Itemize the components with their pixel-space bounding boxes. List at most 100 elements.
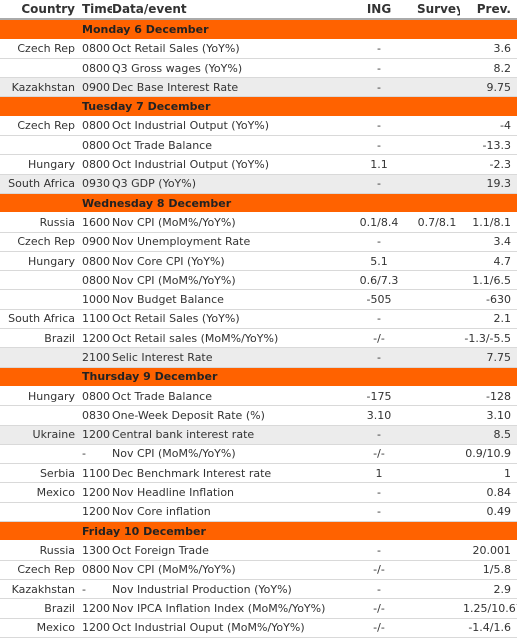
cell xyxy=(0,444,78,465)
cell: -/- xyxy=(344,598,414,619)
day-spacer xyxy=(0,521,78,542)
cell xyxy=(414,618,460,638)
data-row: Ukraine 1200 Central bank interest rate - 8.… xyxy=(0,425,517,445)
cell: 1100 xyxy=(78,463,112,484)
cell xyxy=(414,386,460,407)
cell xyxy=(414,444,460,465)
column-header: Survey xyxy=(414,0,460,21)
cell: 4.7 xyxy=(460,251,517,272)
cell: Kazakhstan xyxy=(0,579,78,600)
data-row: Kazakhstan 0900 Dec Base Interest Rate - 9.7… xyxy=(0,77,517,98)
cell: Oct Retail Sales (YoY%) xyxy=(112,309,344,330)
cell: Oct Retail Sales (YoY%) xyxy=(112,39,344,59)
cell: Oct Trade Balance xyxy=(112,135,344,156)
cell: - xyxy=(344,58,414,79)
cell: 0900 xyxy=(78,77,112,98)
cell: Oct Trade Balance xyxy=(112,386,344,407)
cell: Czech Rep xyxy=(0,39,78,59)
cell: 1200 xyxy=(78,618,112,638)
cell: - xyxy=(344,579,414,600)
cell: 1200 xyxy=(78,425,112,445)
cell: - xyxy=(78,444,112,465)
cell: 1 xyxy=(344,463,414,484)
cell: 0.7/8.1 xyxy=(414,212,460,233)
cell: 0800 xyxy=(78,251,112,272)
cell: 3.6 xyxy=(460,39,517,59)
cell xyxy=(414,347,460,368)
cell: 1200 xyxy=(78,502,112,523)
cell: - xyxy=(344,135,414,156)
day-spacer xyxy=(0,193,78,214)
data-row: 1200 Nov Core inflation - 0.49 xyxy=(0,502,517,523)
day-row: Friday 10 December xyxy=(0,521,517,542)
cell xyxy=(414,309,460,330)
cell: - xyxy=(78,579,112,600)
data-row: Hungary 0800 Oct Industrial Output (YoY%) 1… xyxy=(0,154,517,175)
cell: Nov Industrial Production (YoY%) xyxy=(112,579,344,600)
table-body: Monday 6 December Czech Rep 0800 Oct Retail… xyxy=(0,19,517,638)
cell: Nov CPI (MoM%/YoY%) xyxy=(112,444,344,465)
cell: - xyxy=(344,77,414,98)
cell: Nov CPI (MoM%/YoY%) xyxy=(112,270,344,291)
cell: 3.4 xyxy=(460,232,517,252)
cell: 0800 xyxy=(78,154,112,175)
cell: Oct Industrial Ouput (MoM%/YoY%) xyxy=(112,618,344,638)
cell xyxy=(414,270,460,291)
cell: - xyxy=(344,116,414,137)
cell: 0.6/7.3 xyxy=(344,270,414,291)
cell: Kazakhstan xyxy=(0,77,78,98)
cell xyxy=(414,560,460,580)
cell: Mexico xyxy=(0,482,78,503)
cell: Czech Rep xyxy=(0,232,78,252)
cell: 0.84 xyxy=(460,482,517,503)
cell xyxy=(414,174,460,194)
data-row: 2100 Selic Interest Rate - 7.75 xyxy=(0,347,517,368)
cell: 20.001 xyxy=(460,540,517,561)
day-row: Monday 6 December xyxy=(0,19,517,40)
cell: 19.3 xyxy=(460,174,517,194)
cell: -1.4/1.6 xyxy=(460,618,517,638)
cell: 1.1 xyxy=(344,154,414,175)
header-row: Country Time Data/event ING Survey Prev. xyxy=(0,0,517,21)
day-spacer xyxy=(0,19,78,40)
cell xyxy=(414,425,460,445)
cell: 1200 xyxy=(78,328,112,349)
cell: -13.3 xyxy=(460,135,517,156)
cell: 0930 xyxy=(78,174,112,194)
cell: Brazil xyxy=(0,328,78,349)
cell: Czech Rep xyxy=(0,560,78,580)
data-row: South Africa 0930 Q3 GDP (YoY%) - 19.3 xyxy=(0,174,517,194)
cell: -/- xyxy=(344,560,414,580)
cell: 0800 xyxy=(78,270,112,291)
cell: - xyxy=(344,232,414,252)
cell: -630 xyxy=(460,289,517,310)
cell xyxy=(0,502,78,523)
cell xyxy=(414,502,460,523)
cell: -505 xyxy=(344,289,414,310)
cell: Serbia xyxy=(0,463,78,484)
cell xyxy=(0,58,78,79)
cell: 1.25/10.67 xyxy=(460,598,517,619)
data-row: Mexico 1200 Oct Industrial Ouput (MoM%/YoY… xyxy=(0,618,517,638)
cell: - xyxy=(344,425,414,445)
cell: -/- xyxy=(344,618,414,638)
cell: 0800 xyxy=(78,135,112,156)
cell: 0830 xyxy=(78,405,112,426)
cell: -128 xyxy=(460,386,517,407)
data-row: 0800 Oct Trade Balance - -13.3 xyxy=(0,135,517,156)
cell: - xyxy=(344,174,414,194)
cell: 1200 xyxy=(78,598,112,619)
cell: - xyxy=(344,540,414,561)
cell: Nov Headline Inflation xyxy=(112,482,344,503)
cell xyxy=(414,232,460,252)
cell: - xyxy=(344,482,414,503)
cell: 1600 xyxy=(78,212,112,233)
cell: Mexico xyxy=(0,618,78,638)
cell: Czech Rep xyxy=(0,116,78,137)
data-row: Brazil 1200 Oct Retail sales (MoM%/YoY%) -/… xyxy=(0,328,517,349)
data-row: Hungary 0800 Nov Core CPI (YoY%) 5.1 4.7 xyxy=(0,251,517,272)
cell xyxy=(414,39,460,59)
cell: 2.9 xyxy=(460,579,517,600)
cell: - xyxy=(344,39,414,59)
cell: Nov CPI (MoM%/YoY%) xyxy=(112,560,344,580)
